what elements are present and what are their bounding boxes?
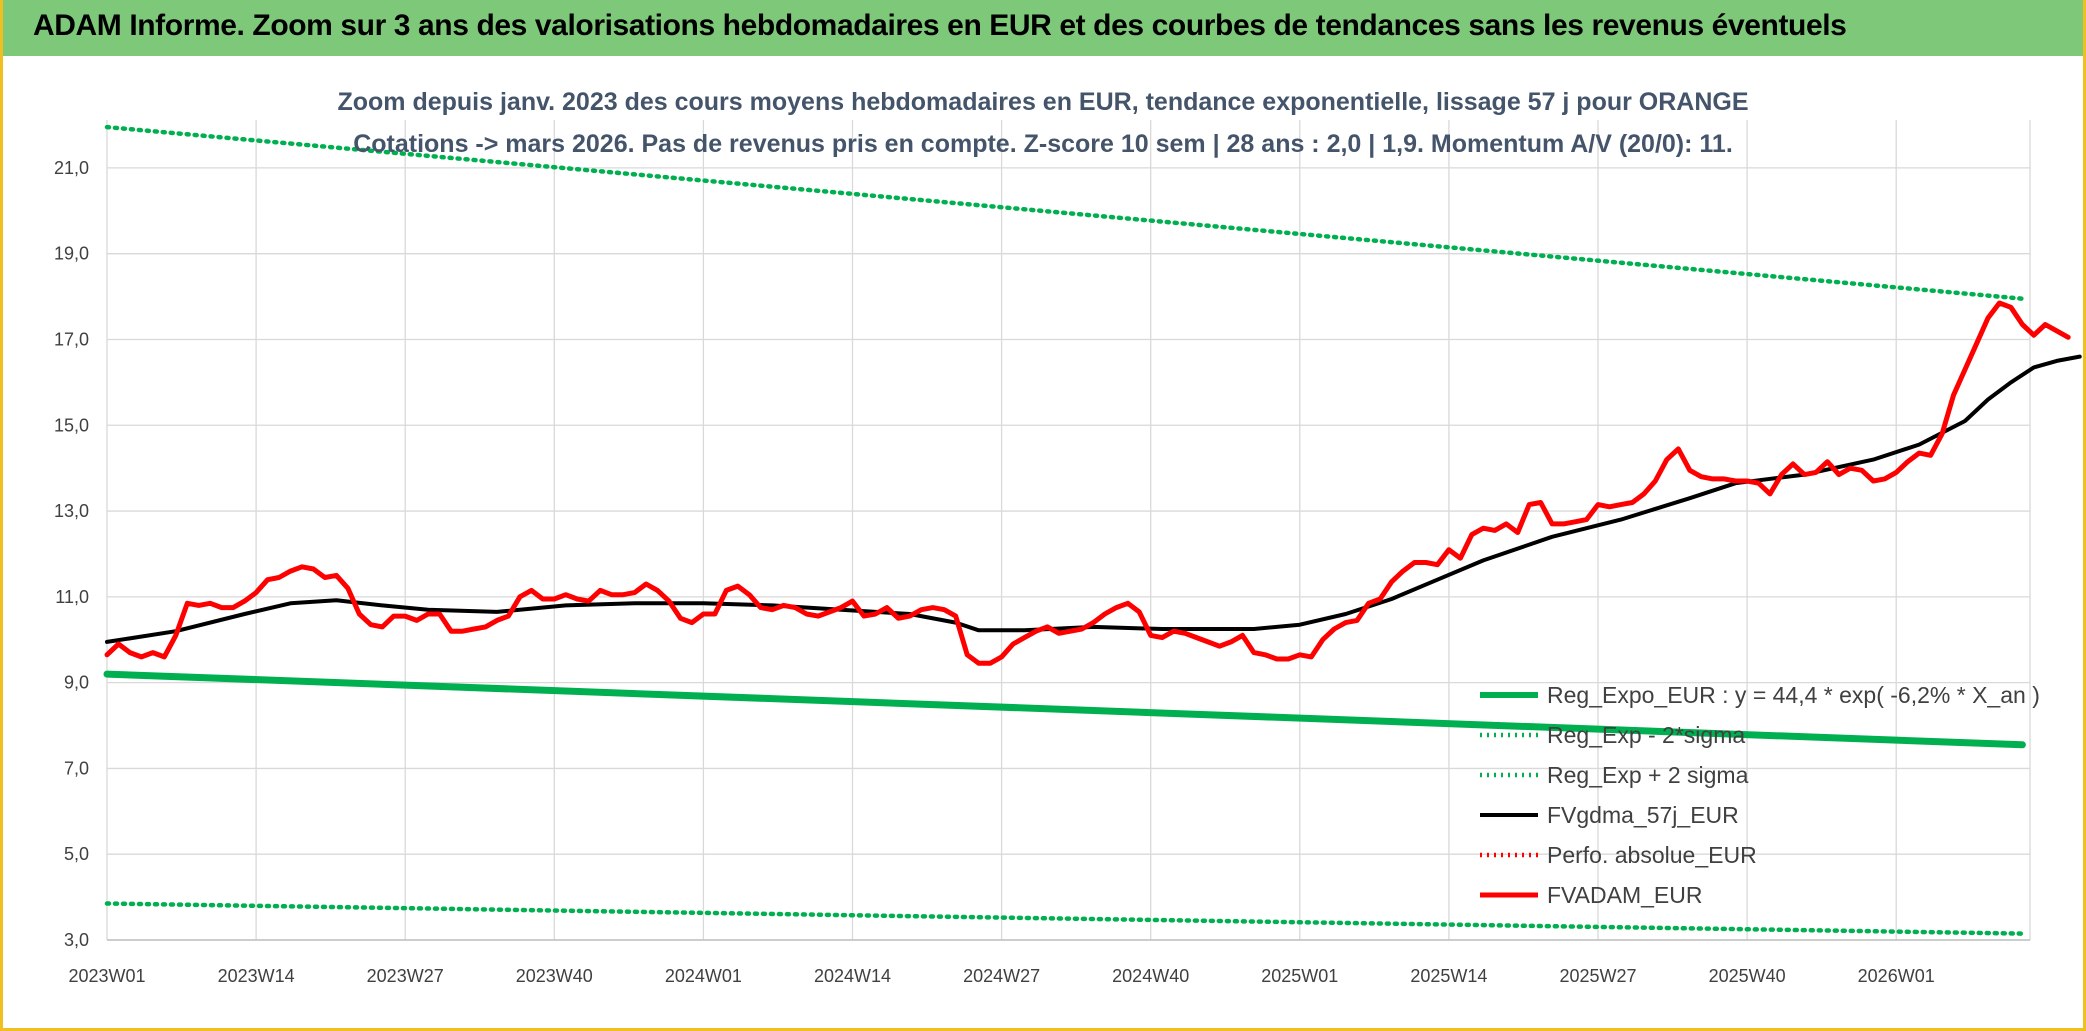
y-tick-label: 5,0 <box>64 844 89 864</box>
x-tick-label: 2024W40 <box>1112 966 1189 986</box>
reg-expo-line <box>103 670 2026 749</box>
x-tick-label: 2025W27 <box>1559 966 1636 986</box>
x-tick-label: 2024W01 <box>665 966 742 986</box>
legend-entry-label: Perfo. absolue_EUR <box>1547 842 1757 868</box>
x-tick-label: 2023W01 <box>68 966 145 986</box>
report-banner: ADAM Informe. Zoom sur 3 ans des valoris… <box>0 0 2086 56</box>
x-tick-label: 2025W01 <box>1261 966 1338 986</box>
chart-title-line-1: Zoom depuis janv. 2023 des cours moyens … <box>337 88 1748 116</box>
series-layer <box>103 124 2082 936</box>
legend-entry-label: Reg_Expo_EUR : y = 44,4 * exp( -6,2% * X… <box>1547 682 2040 708</box>
y-tick-label: 21,0 <box>54 158 89 178</box>
banner-title: ADAM Informe. Zoom sur 3 ans des valoris… <box>33 9 1847 42</box>
chart-title-line-2: Cotations -> mars 2026. Pas de revenus p… <box>353 130 1733 158</box>
x-tick-label: 2026W01 <box>1858 966 1935 986</box>
x-tick-label: 2023W40 <box>516 966 593 986</box>
y-tick-label: 3,0 <box>64 930 89 950</box>
legend-entry-label: Reg_Exp - 2*sigma <box>1547 722 1745 748</box>
y-tick-label: 7,0 <box>64 758 89 778</box>
y-tick-label: 13,0 <box>54 501 89 521</box>
x-tick-label: 2023W27 <box>367 966 444 986</box>
fvgdma-57j-line <box>105 354 2082 644</box>
reg-plus-2sigma-line <box>104 124 2025 301</box>
legend-entry-label: FVADAM_EUR <box>1547 882 1703 908</box>
y-tick-label: 17,0 <box>54 329 89 349</box>
x-tick-label: 2025W14 <box>1410 966 1487 986</box>
y-tick-label: 11,0 <box>55 587 89 607</box>
x-tick-label: 2025W40 <box>1709 966 1786 986</box>
legend-entry-label: Reg_Exp + 2 sigma <box>1547 762 1749 788</box>
legend: Reg_Expo_EUR : y = 44,4 * exp( -6,2% * X… <box>1480 682 2040 908</box>
x-tick-label: 2024W14 <box>814 966 891 986</box>
fvadam-line <box>104 300 2071 666</box>
tick-labels: 3,0 5,0 7,0 9,0 11,0 13,0 15,0 17,0 19,0 21,0 2023… <box>54 158 1935 986</box>
y-tick-label: 15,0 <box>54 415 89 435</box>
x-tick-label: 2024W27 <box>963 966 1040 986</box>
y-tick-label: 9,0 <box>64 673 89 693</box>
legend-entry-label: FVgdma_57j_EUR <box>1547 802 1739 828</box>
x-tick-label: 2023W14 <box>218 966 295 986</box>
reg-minus-2sigma-line <box>104 901 2025 936</box>
grid-lines <box>106 120 2031 941</box>
y-tick-label: 19,0 <box>54 244 89 264</box>
